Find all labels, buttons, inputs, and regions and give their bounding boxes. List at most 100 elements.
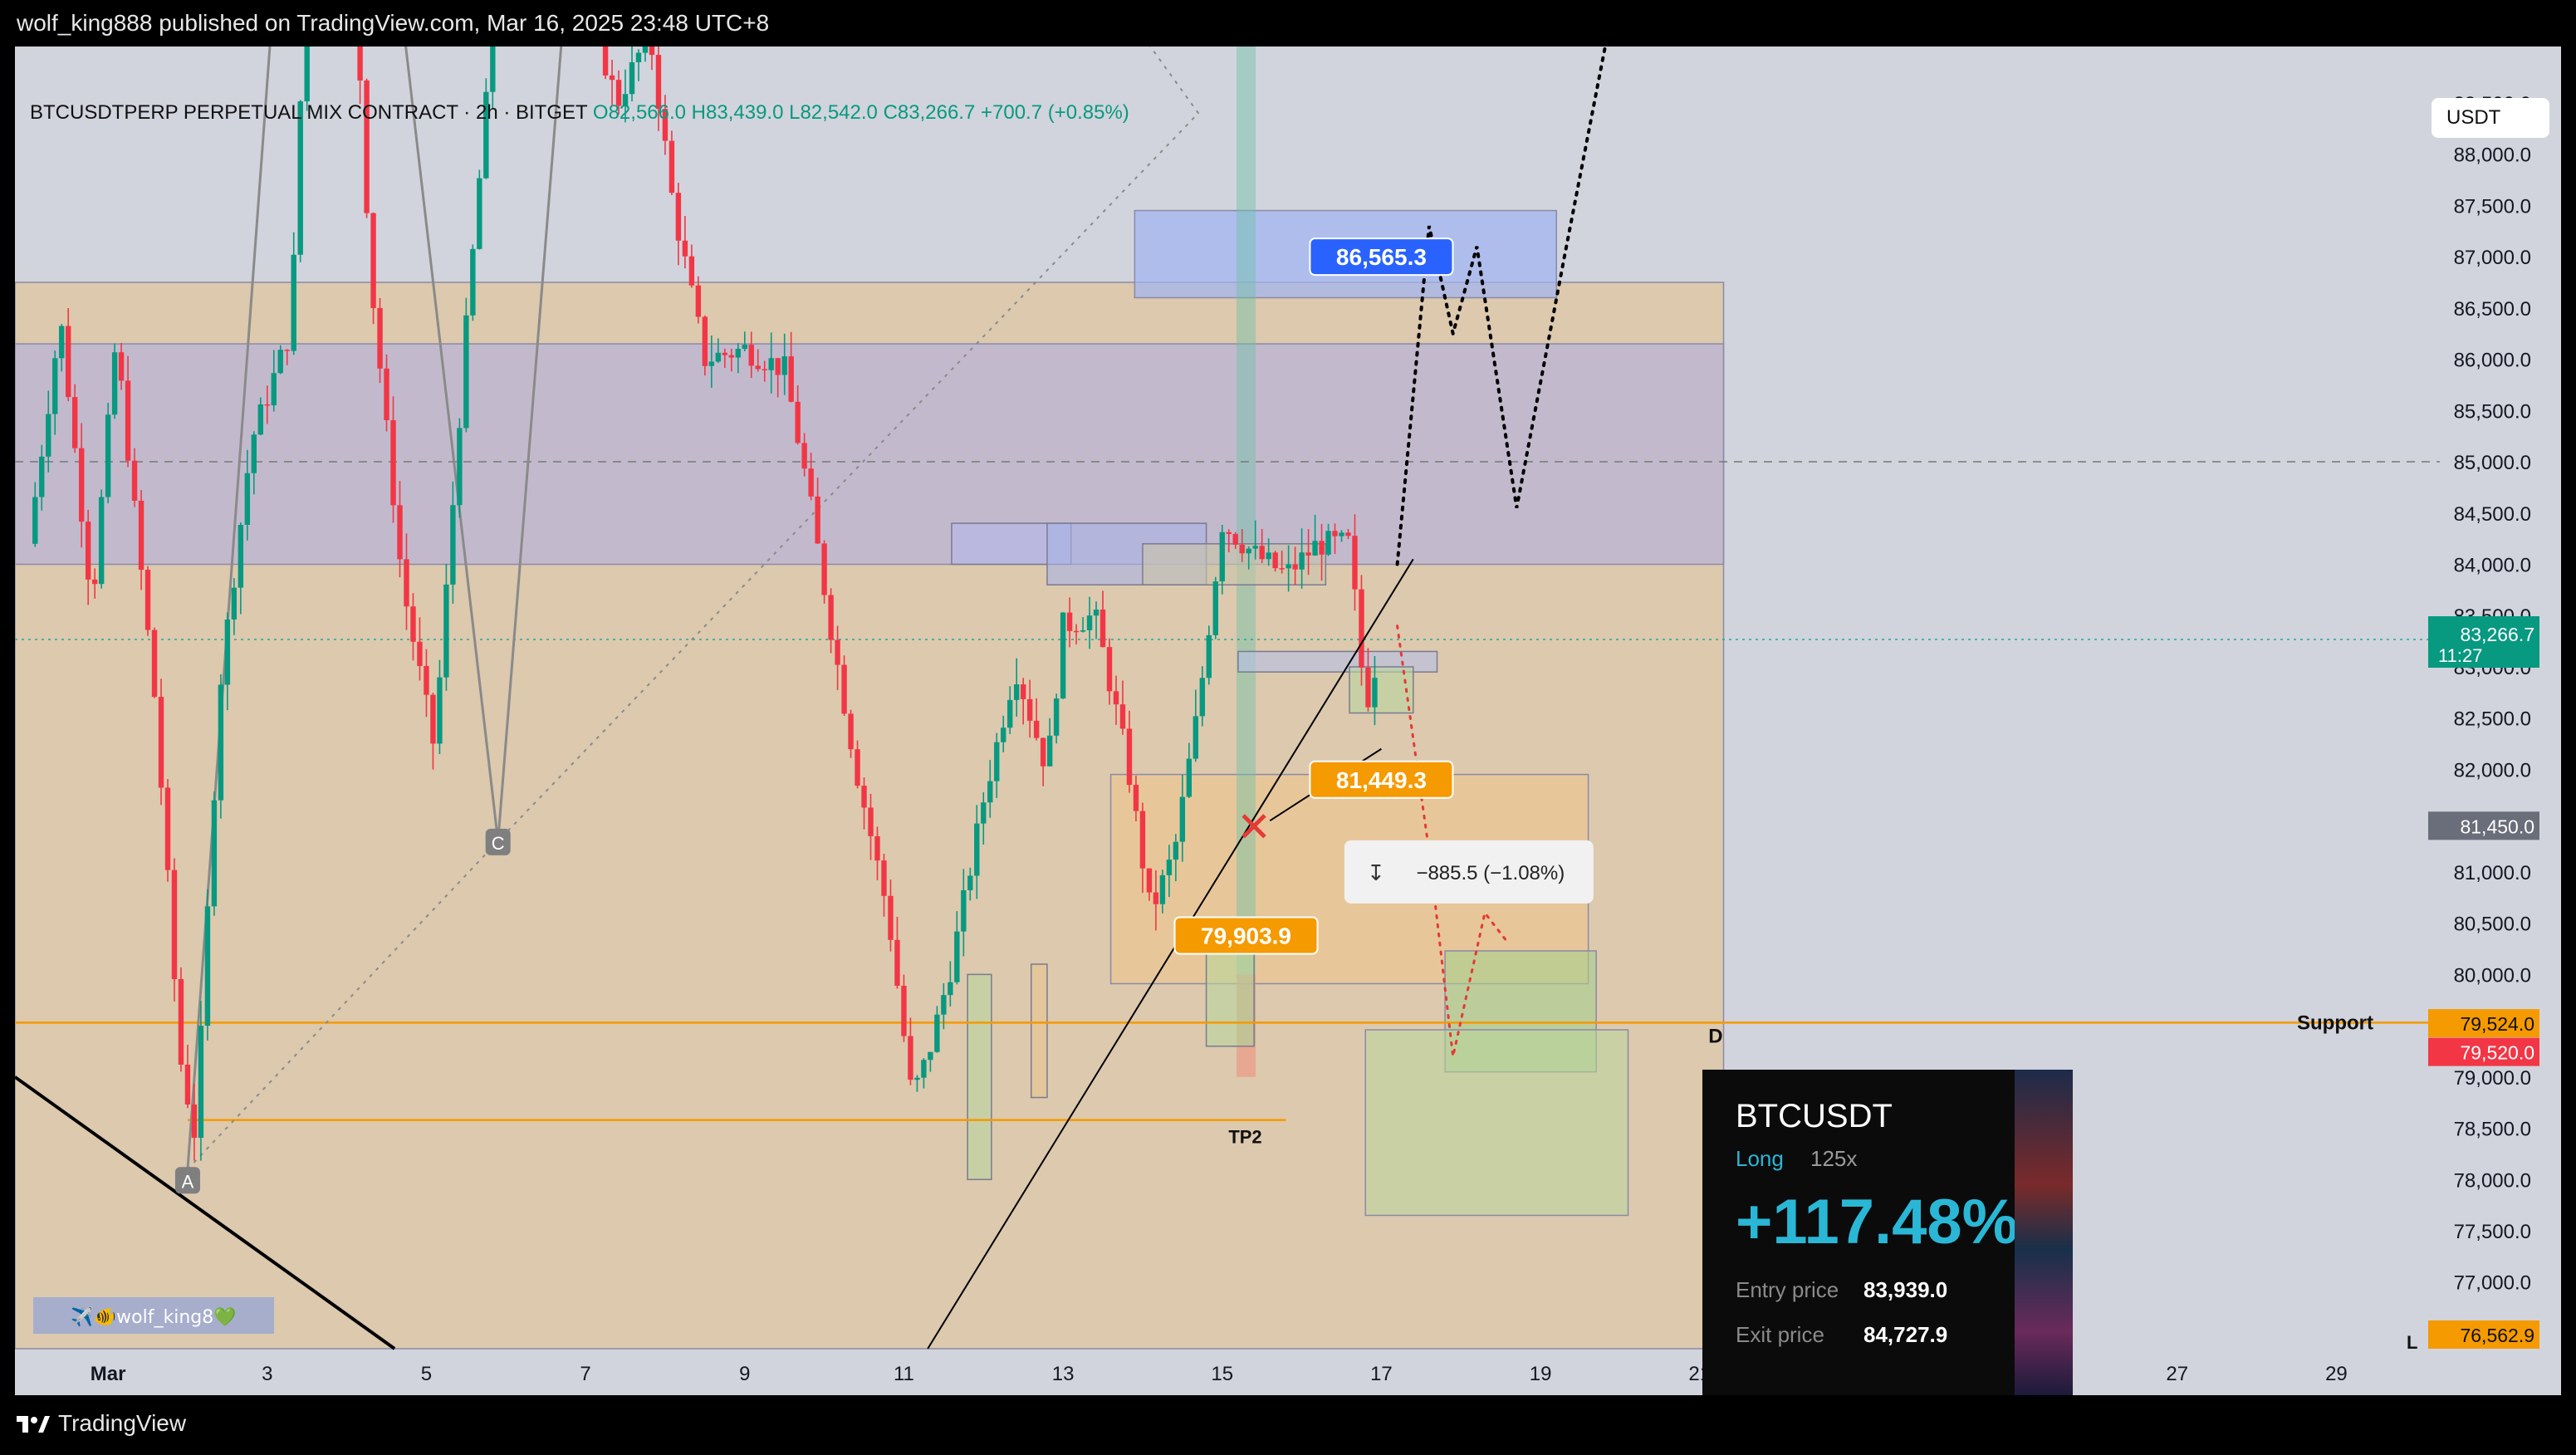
candle-body — [762, 369, 767, 370]
candle-body — [1239, 544, 1245, 554]
candle-body — [1146, 868, 1153, 893]
candle-body — [91, 579, 98, 585]
alt-projection-path — [1396, 625, 1511, 1057]
cross-icon: ✕ — [1237, 803, 1271, 851]
price-tick: 77,500.0 — [2454, 1221, 2531, 1243]
pnl-card: BTCUSDT Long 125x +117.48% Entry price 8… — [1702, 1070, 2073, 1397]
candle-body — [450, 505, 456, 585]
candle-body — [1286, 564, 1291, 569]
candle-body — [284, 350, 290, 351]
candle-body — [1080, 630, 1086, 632]
axis-letter-label: L — [2407, 1332, 2417, 1353]
tradingview-logo[interactable]: TradingView — [17, 1410, 186, 1437]
candle-body — [1206, 634, 1212, 679]
candle-body — [629, 61, 635, 95]
pivot-marker — [174, 1167, 200, 1194]
candle-body — [131, 460, 138, 501]
zone-bottom-green-box — [1364, 1029, 1629, 1217]
candle-body — [695, 285, 702, 317]
small-box-4 — [1349, 666, 1414, 714]
price-tick: 77,000.0 — [2454, 1272, 2531, 1295]
candle-body — [457, 428, 463, 506]
candle-body — [271, 373, 277, 406]
price-chart[interactable]: Support TP2 ✕ 86,565.3 81,449.3 79,903.9 ↧ −885… — [15, 47, 2561, 1395]
candle-body — [781, 356, 787, 375]
candle-body — [1179, 796, 1186, 842]
time-tick: 19 — [1530, 1363, 1552, 1385]
candle-body — [635, 52, 642, 62]
candle-body — [987, 781, 993, 803]
candle-body — [961, 889, 967, 932]
candle-body — [1173, 841, 1179, 860]
price-tick: 79,000.0 — [2454, 1067, 2531, 1090]
candle-body — [59, 326, 65, 359]
player-artwork — [2015, 1070, 2073, 1397]
pnl-percent: +117.48% — [1736, 1187, 2019, 1257]
time-tick: 5 — [421, 1363, 432, 1385]
candle-body — [1259, 546, 1265, 560]
candle-body — [702, 316, 708, 366]
price-tick: 85,000.0 — [2454, 452, 2531, 474]
candle-body — [1193, 716, 1199, 759]
candle-body — [974, 823, 980, 876]
candle-body — [164, 787, 171, 870]
price-tick: 86,500.0 — [2454, 298, 2531, 321]
candle-body — [941, 995, 947, 1015]
chart-frame[interactable]: Support TP2 ✕ 86,565.3 81,449.3 79,903.9 ↧ −885… — [0, 47, 2576, 1397]
candle-body — [66, 326, 71, 398]
currency-selector[interactable]: USDT — [2432, 98, 2549, 138]
candle-body — [1339, 532, 1344, 536]
price-tick: 78,500.0 — [2454, 1119, 2531, 1141]
candle-body — [921, 1060, 927, 1078]
pnl-leverage: 125x — [1810, 1146, 1858, 1171]
candle-body — [238, 525, 244, 588]
candle-body — [171, 870, 178, 979]
candle-body — [1133, 785, 1139, 811]
candle-body — [1073, 630, 1080, 633]
candle-body — [1007, 699, 1013, 728]
candle-body — [151, 630, 158, 698]
candle-body — [1305, 552, 1311, 556]
flagged-price-label: 79,520.0 — [2460, 1042, 2534, 1064]
candle-body — [994, 742, 1000, 781]
candle-body — [1365, 667, 1371, 708]
candle-body — [855, 749, 860, 786]
measure-label: −885.5 (−1.08%) — [1416, 862, 1565, 884]
candle-body — [901, 985, 907, 1036]
candle-body — [841, 664, 847, 714]
pivot-marker — [485, 828, 511, 855]
measure-tooltip-box — [1344, 840, 1594, 904]
watermark-box — [33, 1297, 274, 1334]
candle-body — [1020, 684, 1026, 699]
candle-body — [768, 358, 774, 370]
candle-body — [728, 355, 735, 358]
exit-label: Exit price — [1736, 1322, 1824, 1347]
candle-body — [184, 1064, 191, 1105]
low-value: L82,542.0 — [789, 101, 878, 124]
time-tick: 29 — [2325, 1363, 2348, 1385]
candle-body — [1014, 684, 1020, 700]
candle-body — [390, 419, 396, 506]
flagged-price-label: 81,450.0 — [2460, 816, 2534, 837]
candle-body — [1372, 678, 1378, 708]
price-tick: 87,500.0 — [2454, 195, 2531, 218]
candle-body — [668, 140, 675, 194]
candle-body — [934, 1014, 940, 1052]
candle-body — [251, 434, 257, 473]
flagged-price-badge — [2428, 1009, 2539, 1038]
candle-body — [1252, 546, 1258, 549]
candle-body — [688, 256, 695, 286]
candle-body — [231, 587, 238, 620]
candle-body — [821, 543, 827, 595]
candle-body — [1325, 531, 1331, 555]
candle-body — [71, 397, 78, 448]
candle-body — [1332, 531, 1338, 536]
candle-body — [1139, 811, 1146, 869]
candle-body — [178, 978, 184, 1065]
candle-body — [144, 570, 151, 630]
candle-body — [1299, 552, 1305, 570]
candle-body — [483, 91, 489, 179]
flagged-price-label: 79,524.0 — [2460, 1013, 2534, 1035]
candle-body — [967, 875, 973, 890]
candle-body — [609, 75, 615, 81]
